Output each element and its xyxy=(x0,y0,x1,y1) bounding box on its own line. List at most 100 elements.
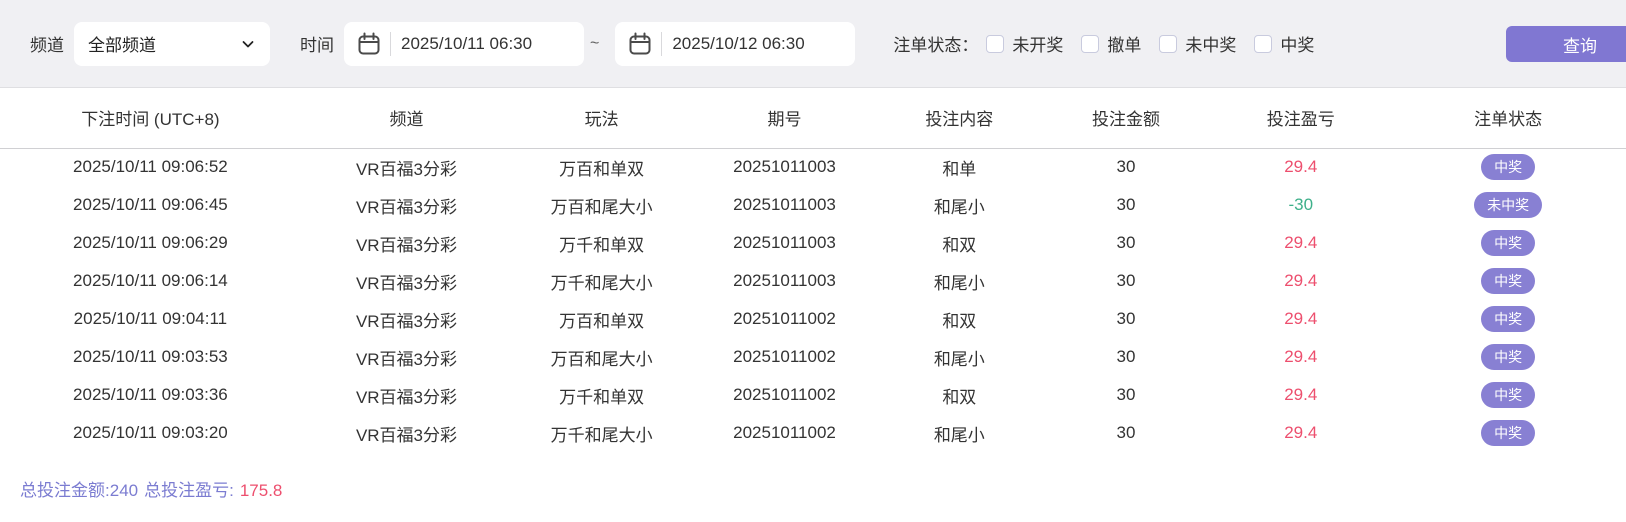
cell-period: 20251011002 xyxy=(733,309,836,328)
channel-select[interactable]: 全部频道 xyxy=(74,21,270,66)
cell-bet-content: 和双 xyxy=(942,387,977,407)
cell-play-type: 万百和尾大小 xyxy=(550,197,653,217)
cell-bet-amount: 30 xyxy=(1116,347,1136,366)
cell-channel: VR百福3分彩 xyxy=(355,197,458,217)
calendar-icon xyxy=(627,31,653,57)
order-status-label: 注单状态： xyxy=(893,36,979,55)
status-badge: 中奖 xyxy=(1481,268,1536,294)
cell-profit-loss: 29.4 xyxy=(1284,233,1318,252)
checkbox-item-not-drawn[interactable]: 未开奖 xyxy=(986,31,1063,56)
date-to-input[interactable]: 2025/10/12 06:30 xyxy=(615,21,856,66)
table-row: 2025/10/11 09:06:52 VR百福3分彩 万百和单双 202510… xyxy=(0,148,1626,186)
filter-bar: 频道 全部频道 时间 2025/10/11 06:30 ~ xyxy=(0,0,1626,88)
cell-play-type: 万千和单双 xyxy=(559,235,645,255)
cell-bet-amount: 30 xyxy=(1116,195,1136,214)
cell-bet-content: 和尾小 xyxy=(933,425,985,445)
cell-profit-loss: 29.4 xyxy=(1284,271,1318,290)
cell-channel: VR百福3分彩 xyxy=(355,387,458,407)
cell-order-status: 中奖 xyxy=(1390,376,1626,414)
cell-bet-time: 2025/10/11 09:03:53 xyxy=(73,347,228,366)
cell-play-type: 万千和尾大小 xyxy=(550,273,653,293)
query-button[interactable]: 查询 xyxy=(1506,26,1626,62)
cell-bet-content: 和尾小 xyxy=(933,197,985,217)
totals-summary: 总投注金额:240 总投注盈亏: 175.8 xyxy=(20,476,1626,501)
checkbox-item-cancelled[interactable]: 撤单 xyxy=(1081,31,1141,56)
calendar-icon xyxy=(356,31,382,57)
col-header-order-status: 注单状态 xyxy=(1390,88,1626,149)
cell-bet-time: 2025/10/11 09:06:45 xyxy=(73,195,228,214)
checkbox-item-won[interactable]: 中奖 xyxy=(1254,31,1314,56)
date-from-input[interactable]: 2025/10/11 06:30 xyxy=(344,21,584,66)
cell-channel: VR百福3分彩 xyxy=(355,311,458,331)
status-badge: 中奖 xyxy=(1481,344,1536,370)
cell-bet-amount: 30 xyxy=(1116,423,1136,442)
cell-period: 20251011002 xyxy=(733,385,836,404)
cell-play-type: 万百和尾大小 xyxy=(550,349,653,369)
table-row: 2025/10/11 09:06:29 VR百福3分彩 万千和单双 202510… xyxy=(0,224,1626,262)
cell-period: 20251011003 xyxy=(733,195,836,214)
time-label: 时间 xyxy=(300,36,334,55)
cell-channel: VR百福3分彩 xyxy=(355,235,458,255)
col-header-play-type: 玩法 xyxy=(512,88,692,149)
status-badge: 中奖 xyxy=(1481,154,1536,181)
checkbox-not-drawn[interactable] xyxy=(986,34,1005,53)
cell-bet-time: 2025/10/11 09:03:20 xyxy=(73,423,228,442)
cell-period: 20251011002 xyxy=(733,423,836,442)
cell-channel: VR百福3分彩 xyxy=(355,349,458,369)
status-badge: 中奖 xyxy=(1481,420,1536,446)
checkbox-won[interactable] xyxy=(1254,34,1273,53)
checkbox-label: 撤单 xyxy=(1107,36,1142,55)
cell-channel: VR百福3分彩 xyxy=(355,273,458,293)
cell-order-status: 中奖 xyxy=(1390,414,1626,452)
checkbox-item-not-won[interactable]: 未中奖 xyxy=(1159,31,1236,56)
cell-bet-amount: 30 xyxy=(1116,157,1136,177)
cell-profit-loss: -30 xyxy=(1288,195,1314,214)
table-row: 2025/10/11 09:06:45 VR百福3分彩 万百和尾大小 20251… xyxy=(0,186,1626,224)
cell-period: 20251011003 xyxy=(733,233,836,252)
cell-bet-amount: 30 xyxy=(1116,309,1136,328)
col-header-period: 期号 xyxy=(691,88,879,149)
total-profit-value: 175.8 xyxy=(239,481,283,500)
cell-profit-loss: 29.4 xyxy=(1284,347,1318,366)
checkbox-label: 未中奖 xyxy=(1185,36,1237,55)
cell-period: 20251011002 xyxy=(733,347,836,366)
cell-bet-content: 和双 xyxy=(942,235,977,255)
chevron-down-icon xyxy=(240,36,256,52)
table-row: 2025/10/11 09:03:36 VR百福3分彩 万千和单双 202510… xyxy=(0,376,1626,414)
channel-select-value: 全部频道 xyxy=(88,36,156,55)
cell-bet-time: 2025/10/11 09:06:29 xyxy=(73,233,228,252)
cell-order-status: 中奖 xyxy=(1390,148,1626,186)
table-row: 2025/10/11 09:06:14 VR百福3分彩 万千和尾大小 20251… xyxy=(0,262,1626,300)
cell-bet-amount: 30 xyxy=(1116,233,1136,252)
status-checkbox-group: 未开奖 撤单 未中奖 中奖 xyxy=(986,31,1332,56)
cell-order-status: 中奖 xyxy=(1390,262,1626,300)
cell-bet-content: 和双 xyxy=(942,311,977,331)
orders-table-header: 下注时间 (UTC+8) 频道 玩法 期号 投注内容 投注金额 投注盈亏 注单状… xyxy=(0,88,1626,149)
cell-period: 20251011003 xyxy=(733,157,836,177)
cell-bet-time: 2025/10/11 09:06:52 xyxy=(73,157,228,177)
checkbox-cancelled[interactable] xyxy=(1081,34,1100,53)
status-badge: 中奖 xyxy=(1481,306,1536,332)
status-badge: 中奖 xyxy=(1481,382,1536,408)
cell-order-status: 中奖 xyxy=(1390,300,1626,338)
total-profit-label: 总投注盈亏: xyxy=(144,481,234,500)
input-divider xyxy=(390,31,391,56)
cell-profit-loss: 29.4 xyxy=(1284,157,1318,177)
channel-label: 频道 xyxy=(30,36,64,55)
table-row: 2025/10/11 09:03:53 VR百福3分彩 万百和尾大小 20251… xyxy=(0,338,1626,376)
checkbox-not-won[interactable] xyxy=(1159,34,1178,53)
date-from-value: 2025/10/11 06:30 xyxy=(401,33,533,53)
cell-period: 20251011003 xyxy=(733,271,836,290)
date-range-separator: ~ xyxy=(590,34,600,52)
total-amount-value: 240 xyxy=(109,481,139,500)
input-divider xyxy=(661,31,663,56)
cell-play-type: 万百和单双 xyxy=(559,311,645,331)
status-badge: 未中奖 xyxy=(1474,192,1543,218)
cell-bet-time: 2025/10/11 09:06:14 xyxy=(73,271,228,290)
checkbox-label: 未开奖 xyxy=(1012,36,1064,55)
cell-bet-time: 2025/10/11 09:04:11 xyxy=(73,309,228,328)
col-header-bet-amount: 投注金额 xyxy=(1040,88,1212,149)
cell-profit-loss: 29.4 xyxy=(1284,385,1318,404)
cell-order-status: 中奖 xyxy=(1390,224,1626,262)
cell-bet-time: 2025/10/11 09:03:36 xyxy=(73,385,228,404)
